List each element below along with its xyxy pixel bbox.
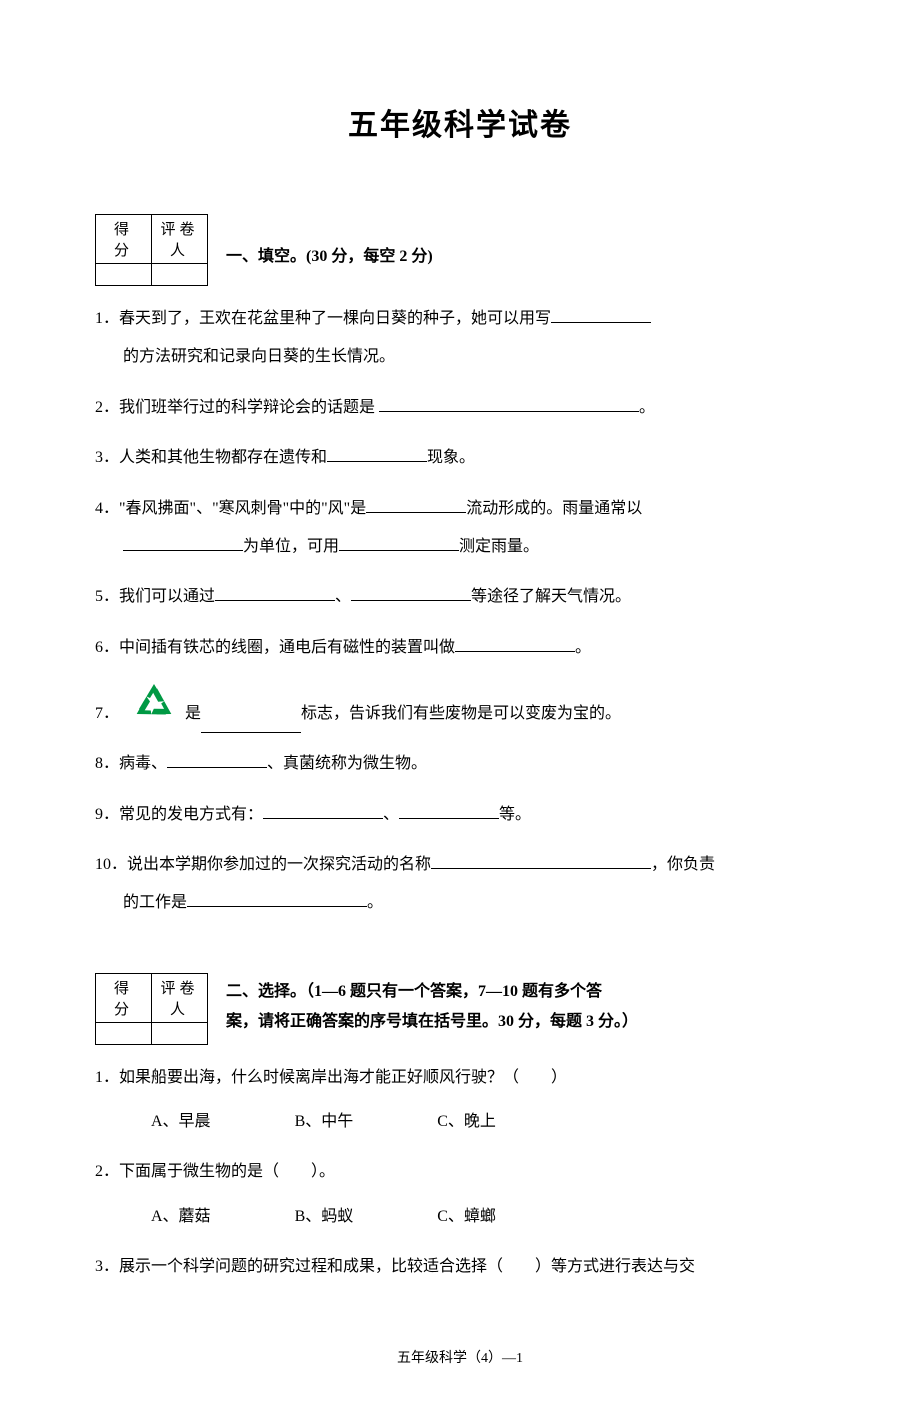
score-label-2: 得 分: [96, 973, 152, 1022]
q7: 7． 是 标志，告诉我们有些废物是可以变废为宝的。: [95, 679, 825, 733]
q5-text-b: 、: [335, 588, 351, 605]
q1-text-a: 1．春天到了，王欢在花盆里种了一棵向日葵的种子，她可以用写: [95, 310, 551, 327]
s2-q2-choice-b[interactable]: B、蚂蚁: [295, 1198, 354, 1236]
q7-text-b: 标志，告诉我们有些废物是可以变废为宝的。: [301, 695, 621, 733]
q7-text-a: 是: [185, 695, 201, 733]
q9-text-b: 、: [383, 806, 399, 823]
s2-q3: 3．展示一个科学问题的研究过程和成果，比较适合选择（ ）等方式进行表达与交: [95, 1248, 825, 1286]
s2-q2-choice-c[interactable]: C、蟑螂: [437, 1198, 496, 1236]
q4-text-c: 为单位，可用: [243, 538, 339, 555]
q5: 5．我们可以通过 、 等途径了解天气情况。: [95, 578, 825, 616]
q8-text-b: 、真菌统称为微生物。: [267, 755, 427, 772]
grader-label-2: 评卷人: [152, 973, 208, 1022]
q8: 8．病毒、 、真菌统称为微生物。: [95, 745, 825, 783]
score-cell: [96, 264, 152, 286]
s2-q1-choice-b[interactable]: B、中午: [295, 1103, 354, 1141]
q3-blank[interactable]: [327, 446, 427, 462]
q1-text-b: 的方法研究和记录向日葵的生长情况。: [123, 348, 395, 365]
q9-text-a: 9．常见的发电方式有：: [95, 806, 263, 823]
q5-text-a: 5．我们可以通过: [95, 588, 215, 605]
s2-q3-text: 3．展示一个科学问题的研究过程和成果，比较适合选择（ ）等方式进行表达与交: [95, 1258, 695, 1275]
grader-label: 评卷人: [152, 215, 208, 264]
q8-text-a: 8．病毒、: [95, 755, 167, 772]
score-table: 得 分 评卷人: [95, 214, 208, 286]
q9-blank2[interactable]: [399, 803, 499, 819]
s2-q2-choice-a[interactable]: A、蘑菇: [151, 1198, 211, 1236]
q4-text-a: 4．"春风拂面"、"寒风刺骨"中的"风"是: [95, 500, 366, 517]
q10-text-d: 。: [367, 894, 383, 911]
section2-title-line1: 二、选择。（1—6 题只有一个答案，7—10 题有多个答: [226, 977, 638, 1007]
q10-blank2[interactable]: [187, 891, 367, 907]
q10-text-a: 10．说出本学期你参加过的一次探究活动的名称: [95, 856, 431, 873]
q4-blank1[interactable]: [366, 497, 466, 513]
grader-cell: [152, 264, 208, 286]
section2-title: 二、选择。（1—6 题只有一个答案，7—10 题有多个答 案，请将正确答案的序号…: [226, 973, 638, 1038]
q2: 2．我们班举行过的科学辩论会的话题是 。: [95, 389, 825, 427]
section2-header: 得 分 评卷人 二、选择。（1—6 题只有一个答案，7—10 题有多个答 案，请…: [95, 973, 825, 1045]
score-table-2: 得 分 评卷人: [95, 973, 208, 1045]
q4-text-b: 流动形成的。雨量通常以: [466, 500, 642, 517]
q4: 4．"春风拂面"、"寒风刺骨"中的"风"是 流动形成的。雨量通常以 为单位，可用 测…: [95, 490, 825, 567]
q4-text-d: 测定雨量。: [459, 538, 539, 555]
q5-text-c: 等途径了解天气情况。: [471, 588, 631, 605]
s2-q1-choice-c[interactable]: C、晚上: [437, 1103, 496, 1141]
s2-q1-choice-a[interactable]: A、早晨: [151, 1103, 211, 1141]
q9-blank1[interactable]: [263, 803, 383, 819]
q6: 6．中间插有铁芯的线圈，通电后有磁性的装置叫做 。: [95, 629, 825, 667]
q6-text-b: 。: [575, 639, 591, 656]
s2-q2: 2．下面属于微生物的是（ ）。 A、蘑菇 B、蚂蚁 C、蟑螂: [95, 1153, 825, 1236]
q3-text-a: 3．人类和其他生物都存在遗传和: [95, 449, 327, 466]
section1-header: 得 分 评卷人 一、填空。(30 分，每空 2 分): [95, 214, 825, 286]
q9-text-c: 等。: [499, 806, 531, 823]
q10-text-c: 的工作是: [123, 894, 187, 911]
exam-title: 五年级科学试卷: [95, 100, 825, 144]
q3: 3．人类和其他生物都存在遗传和 现象。: [95, 439, 825, 477]
q2-end: 。: [639, 399, 655, 416]
q6-text-a: 6．中间插有铁芯的线圈，通电后有磁性的装置叫做: [95, 639, 455, 656]
q2-blank[interactable]: [379, 396, 639, 412]
q1-blank[interactable]: [551, 307, 651, 323]
q7-blank[interactable]: [201, 717, 301, 733]
recycle-icon: [129, 679, 179, 729]
q6-blank[interactable]: [455, 636, 575, 652]
section2-title-line2: 案，请将正确答案的序号填在括号里。30 分，每题 3 分。）: [226, 1007, 638, 1037]
section1-title: 一、填空。(30 分，每空 2 分): [226, 214, 433, 272]
q7-num: 7．: [95, 695, 119, 733]
score-cell-2: [96, 1022, 152, 1044]
q4-blank2[interactable]: [123, 535, 243, 551]
q8-blank[interactable]: [167, 752, 267, 768]
s2-q1-text: 1．如果船要出海，什么时候离岸出海才能正好顺风行驶？（ ）: [95, 1069, 567, 1086]
q10: 10．说出本学期你参加过的一次探究活动的名称 ，你负责 的工作是 。: [95, 846, 825, 923]
s2-q1: 1．如果船要出海，什么时候离岸出海才能正好顺风行驶？（ ） A、早晨 B、中午 …: [95, 1059, 825, 1142]
s2-q2-text: 2．下面属于微生物的是（ ）。: [95, 1163, 335, 1180]
grader-cell-2: [152, 1022, 208, 1044]
q4-blank3[interactable]: [339, 535, 459, 551]
q10-blank1[interactable]: [431, 853, 651, 869]
q10-text-b: ，你负责: [651, 856, 715, 873]
q9: 9．常见的发电方式有： 、 等。: [95, 796, 825, 834]
score-label: 得 分: [96, 215, 152, 264]
q1: 1．春天到了，王欢在花盆里种了一棵向日葵的种子，她可以用写 的方法研究和记录向日…: [95, 300, 825, 377]
q5-blank1[interactable]: [215, 585, 335, 601]
q2-text: 2．我们班举行过的科学辩论会的话题是: [95, 399, 379, 416]
q3-text-b: 现象。: [427, 449, 475, 466]
q5-blank2[interactable]: [351, 585, 471, 601]
page-footer: 五年级科学（4）—1: [95, 1347, 825, 1367]
